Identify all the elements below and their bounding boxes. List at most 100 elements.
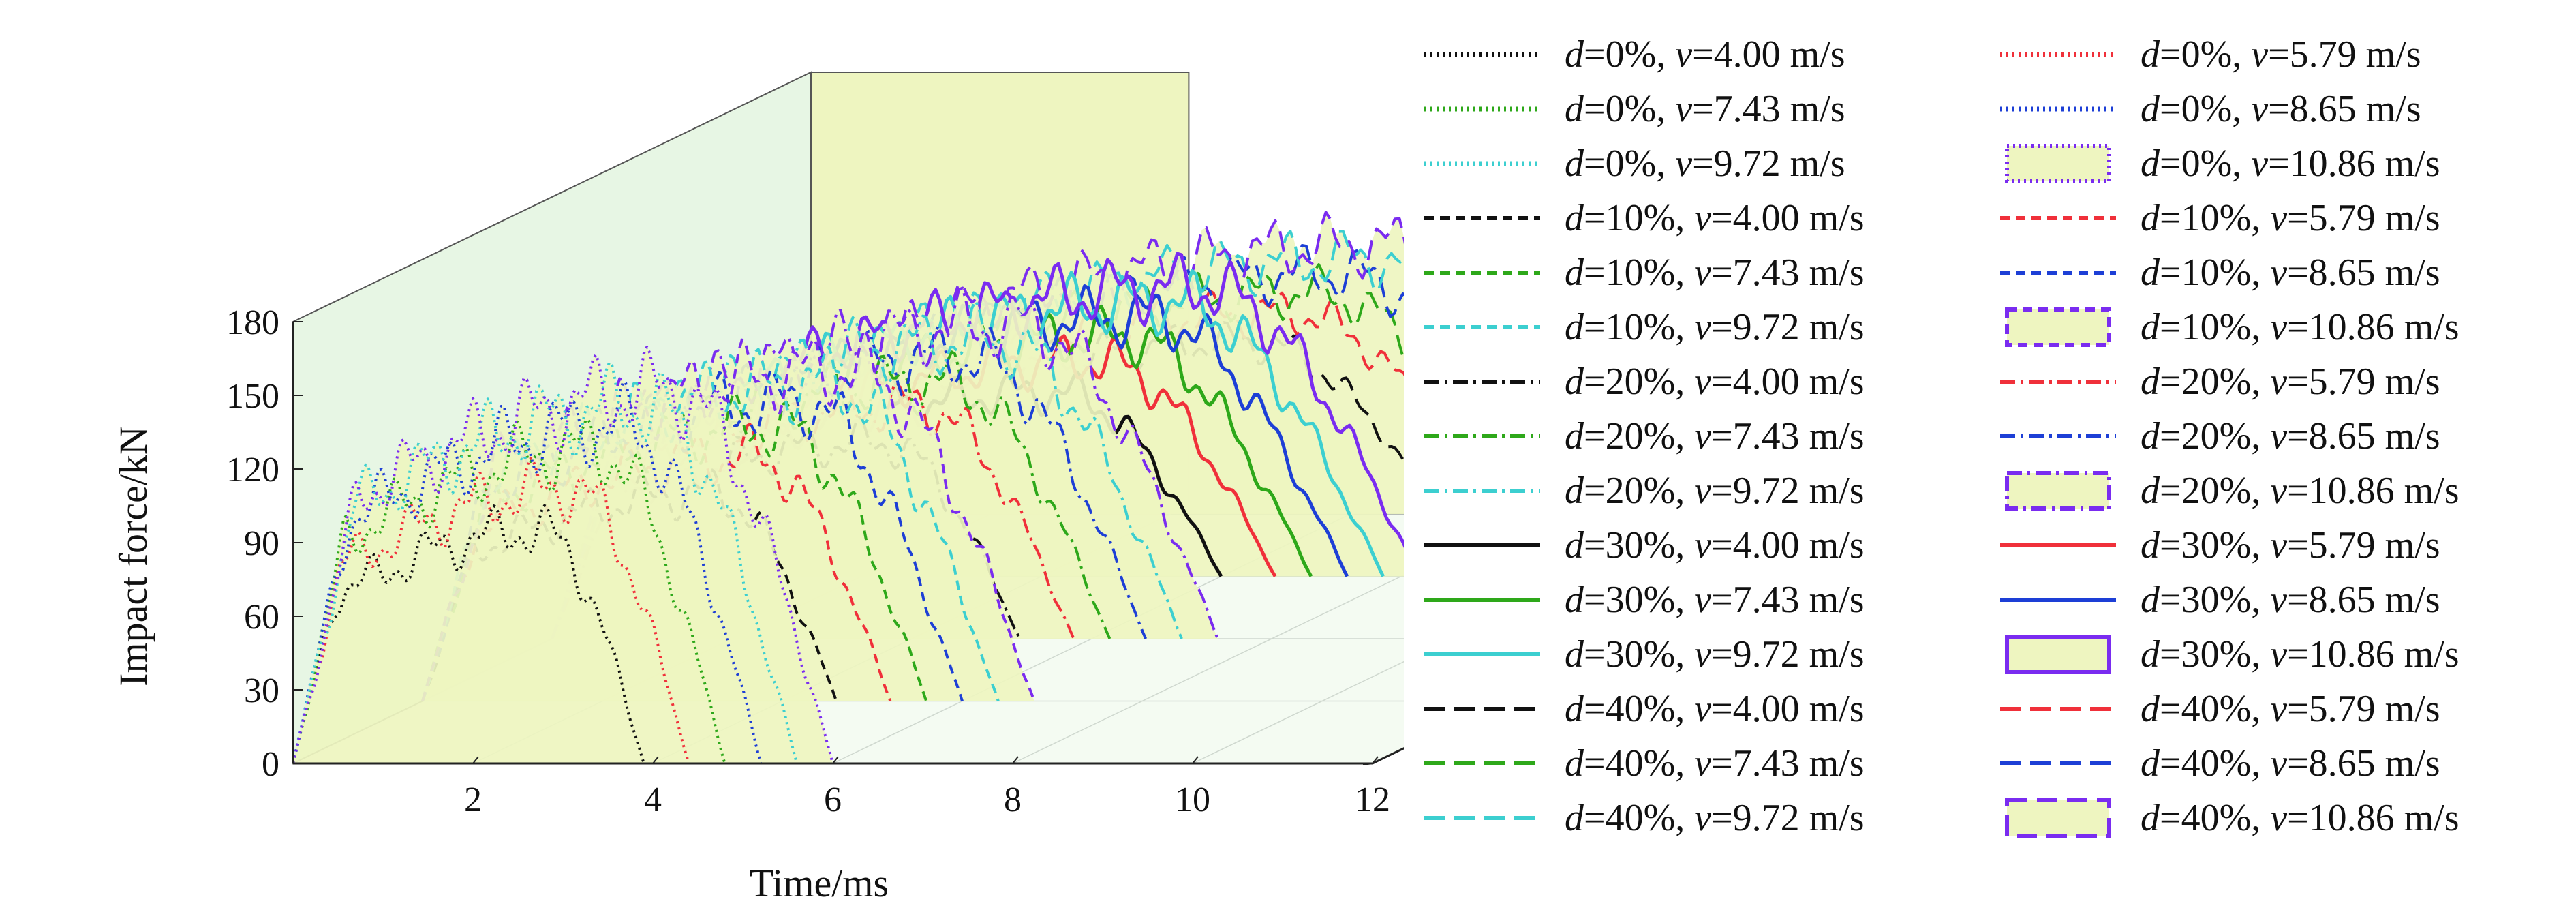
legend-label: d=20%, v=8.65 m/s bbox=[2141, 414, 2440, 458]
legend-swatch bbox=[2005, 635, 2111, 674]
legend-v-value: =8.65 m/s bbox=[2287, 579, 2440, 621]
legend-entry: d=0%, v=5.79 m/s bbox=[1993, 27, 2421, 82]
series-line-d0-v5.79 bbox=[292, 457, 690, 764]
legend-d-symbol: d bbox=[2141, 742, 2160, 785]
legend-d-value: =10%, bbox=[1584, 306, 1695, 348]
legend-v-symbol: v bbox=[1694, 797, 1712, 839]
legend-v-value: =7.43 m/s bbox=[1692, 88, 1845, 130]
legend-swatch bbox=[1424, 761, 1540, 765]
legend-entry: d=40%, v=5.79 m/s bbox=[1993, 682, 2440, 736]
legend-d-value: =10%, bbox=[1584, 252, 1695, 294]
legend-d-value: =0%, bbox=[1584, 33, 1676, 76]
legend-v-value: =4.00 m/s bbox=[1711, 361, 1865, 403]
legend-label: d=10%, v=5.79 m/s bbox=[2141, 196, 2440, 240]
legend-swatch bbox=[1424, 598, 1540, 602]
legend-v-symbol: v bbox=[2270, 197, 2288, 239]
legend-label: d=10%, v=10.86 m/s bbox=[2141, 305, 2459, 349]
legend-v-value: =4.00 m/s bbox=[1692, 33, 1845, 76]
legend-swatch bbox=[2000, 598, 2116, 602]
legend-v-symbol: v bbox=[2251, 33, 2269, 76]
legend-label: d=0%, v=7.43 m/s bbox=[1565, 87, 1845, 131]
legend-label: d=30%, v=7.43 m/s bbox=[1565, 578, 1865, 622]
legend-d-symbol: d bbox=[1565, 470, 1584, 512]
legend-v-symbol: v bbox=[1675, 88, 1693, 130]
legend-v-symbol: v bbox=[2270, 415, 2288, 457]
legend-v-value: =10.86 m/s bbox=[2287, 633, 2459, 676]
legend-label: d=0%, v=10.86 m/s bbox=[2141, 142, 2440, 185]
legend-label: d=0%, v=4.00 m/s bbox=[1565, 33, 1845, 76]
legend-swatch bbox=[1424, 161, 1540, 166]
legend-d-value: =40%, bbox=[1584, 742, 1695, 785]
legend-v-symbol: v bbox=[2270, 361, 2288, 403]
legend-v-value: =5.79 m/s bbox=[2287, 361, 2440, 403]
x-tick-label: 6 bbox=[824, 780, 842, 819]
legend-label: d=30%, v=8.65 m/s bbox=[2141, 578, 2440, 622]
legend-label: d=0%, v=5.79 m/s bbox=[2141, 33, 2421, 76]
legend-d-symbol: d bbox=[1565, 252, 1584, 294]
legend-label: d=40%, v=7.43 m/s bbox=[1565, 742, 1865, 785]
legend-v-value: =4.00 m/s bbox=[1711, 524, 1865, 566]
legend-entry: d=10%, v=8.65 m/s bbox=[1993, 245, 2440, 300]
legend-d-symbol: d bbox=[2141, 142, 2160, 185]
legend-entry: d=40%, v=10.86 m/s bbox=[1993, 791, 2459, 845]
legend-swatch bbox=[2000, 380, 2116, 384]
y-tick-label: 180 bbox=[226, 303, 279, 342]
legend-swatch bbox=[2000, 543, 2116, 547]
legend-d-symbol: d bbox=[2141, 470, 2160, 512]
legend-d-symbol: d bbox=[1565, 33, 1584, 76]
legend-label: d=20%, v=10.86 m/s bbox=[2141, 469, 2459, 513]
y-tick-label: 90 bbox=[244, 524, 279, 563]
chart-canvas: 246810120306090120150180010203040Time/ms… bbox=[111, 71, 1404, 905]
legend-d-symbol: d bbox=[2141, 579, 2160, 621]
legend-entry: d=10%, v=9.72 m/s bbox=[1417, 300, 1865, 354]
legend-v-value: =10.86 m/s bbox=[2287, 306, 2459, 348]
legend-swatch bbox=[1424, 816, 1540, 820]
legend-v-symbol: v bbox=[2270, 633, 2288, 676]
legend-label: d=10%, v=7.43 m/s bbox=[1565, 251, 1865, 294]
legend-v-value: =7.43 m/s bbox=[1711, 742, 1865, 785]
legend-v-value: =7.43 m/s bbox=[1711, 579, 1865, 621]
legend-d-value: =40%, bbox=[1584, 797, 1695, 839]
y-tick-label: 150 bbox=[226, 377, 279, 416]
legend-label: d=20%, v=7.43 m/s bbox=[1565, 414, 1865, 458]
legend-d-value: =20%, bbox=[1584, 415, 1695, 457]
x-tick-mark bbox=[1372, 756, 1379, 764]
legend-v-value: =9.72 m/s bbox=[1692, 142, 1845, 185]
legend-d-symbol: d bbox=[1565, 579, 1584, 621]
legend-d-symbol: d bbox=[1565, 688, 1584, 730]
legend-v-value: =5.79 m/s bbox=[2287, 524, 2440, 566]
legend-swatch bbox=[2000, 761, 2116, 765]
legend-d-value: =0%, bbox=[1584, 142, 1676, 185]
legend-d-value: =30%, bbox=[2160, 579, 2271, 621]
legend-d-symbol: d bbox=[1565, 633, 1584, 676]
legend-v-symbol: v bbox=[2270, 797, 2288, 839]
legend-label: d=40%, v=8.65 m/s bbox=[2141, 742, 2440, 785]
legend-swatch bbox=[1424, 271, 1540, 275]
legend-label: d=40%, v=9.72 m/s bbox=[1565, 796, 1865, 840]
legend-swatch bbox=[2000, 434, 2116, 438]
floor-gridline-x bbox=[1192, 661, 1404, 764]
legend-v-symbol: v bbox=[2251, 88, 2269, 130]
legend-entry: d=30%, v=5.79 m/s bbox=[1993, 518, 2440, 573]
legend-entry: d=20%, v=7.43 m/s bbox=[1417, 409, 1865, 464]
legend-entry: d=20%, v=4.00 m/s bbox=[1417, 354, 1865, 409]
legend-v-symbol: v bbox=[1694, 252, 1712, 294]
series-line-d0-v7.43 bbox=[292, 418, 726, 764]
x-tick-mark bbox=[472, 756, 479, 764]
legend-label: d=40%, v=4.00 m/s bbox=[1565, 687, 1865, 731]
legend-swatch bbox=[1424, 325, 1540, 329]
legend-v-value: =10.86 m/s bbox=[2287, 470, 2459, 512]
legend-v-symbol: v bbox=[1694, 579, 1712, 621]
legend-v-value: =10.86 m/s bbox=[2287, 797, 2459, 839]
legend-d-value: =40%, bbox=[2160, 797, 2271, 839]
legend-entry: d=0%, v=10.86 m/s bbox=[1993, 136, 2440, 191]
legend-entry: d=0%, v=7.43 m/s bbox=[1417, 82, 1845, 136]
series-line-d40-v8.65 bbox=[810, 244, 1404, 515]
legend-swatch bbox=[1424, 216, 1540, 220]
y-axis-title: Impact force/kN bbox=[111, 426, 155, 686]
legend-swatch bbox=[1424, 707, 1540, 711]
legend-entry: d=20%, v=10.86 m/s bbox=[1993, 464, 2459, 518]
legend-label: d=30%, v=9.72 m/s bbox=[1565, 633, 1865, 676]
legend-d-value: =10%, bbox=[2160, 252, 2271, 294]
legend-entry: d=10%, v=10.86 m/s bbox=[1993, 300, 2459, 354]
